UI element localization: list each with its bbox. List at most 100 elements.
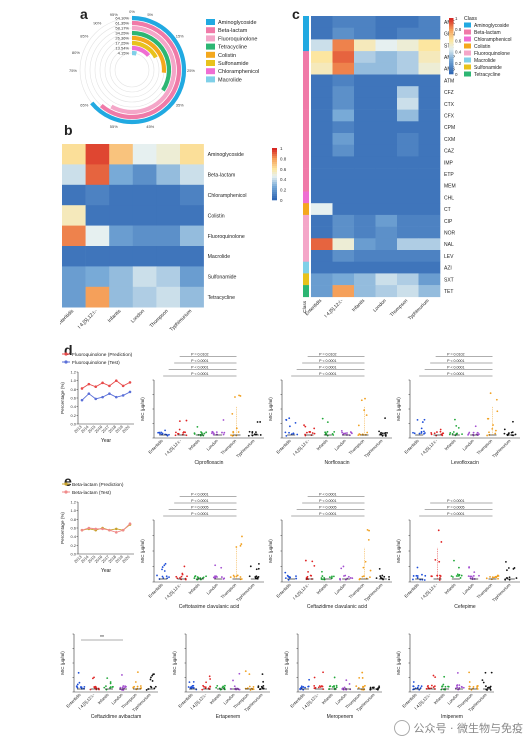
mic-point bbox=[175, 575, 178, 578]
mic-point bbox=[288, 417, 291, 420]
mic-point bbox=[340, 429, 343, 432]
legend-swatch bbox=[206, 27, 215, 34]
colorbar-segment bbox=[272, 166, 277, 169]
radial-bar-tetracycline bbox=[131, 30, 172, 92]
mic-point bbox=[455, 575, 458, 577]
heatmap-cell bbox=[397, 133, 419, 145]
mic-point bbox=[290, 433, 293, 435]
heatmap-cell bbox=[311, 51, 333, 64]
mic-x-tick-label: Thompson bbox=[348, 438, 366, 456]
mic-point bbox=[237, 431, 240, 433]
mic-point bbox=[168, 576, 170, 579]
mic-point bbox=[251, 431, 254, 434]
mic-point bbox=[493, 576, 496, 579]
mic-point bbox=[257, 575, 260, 578]
heatmap-cell bbox=[375, 226, 398, 239]
mic-point bbox=[494, 429, 497, 432]
mic-point bbox=[300, 686, 303, 689]
heatmap-cell bbox=[354, 203, 376, 216]
mic-point bbox=[161, 568, 163, 571]
heatmap-cell bbox=[156, 225, 181, 247]
mic-point bbox=[203, 432, 206, 435]
mic-point bbox=[434, 688, 436, 690]
mic-point bbox=[333, 676, 336, 679]
mic-point bbox=[472, 575, 475, 577]
legend-label: Chloramphenicol bbox=[218, 69, 259, 75]
colorbar-segment bbox=[449, 69, 454, 73]
mic-point bbox=[330, 577, 333, 579]
class-strip-cell bbox=[303, 16, 309, 28]
mic-x-tick-label: Thompson bbox=[348, 582, 366, 600]
heatmap-cell bbox=[354, 51, 376, 64]
mic-point bbox=[361, 671, 364, 674]
legend-marker bbox=[64, 352, 68, 356]
series-point bbox=[101, 381, 104, 385]
mic-point bbox=[430, 433, 433, 436]
watermark: 公众号 · 微生物与免疫 bbox=[393, 720, 523, 736]
colorbar-segment bbox=[272, 184, 277, 187]
heatmap-cell bbox=[397, 62, 419, 75]
heatmap-row-label: CFX bbox=[444, 113, 455, 119]
heatmap-cell bbox=[332, 168, 355, 181]
mic-point bbox=[423, 430, 425, 433]
mic-point bbox=[220, 566, 223, 569]
mic-point bbox=[322, 671, 324, 674]
mic-point bbox=[412, 578, 414, 581]
mic-point bbox=[439, 576, 441, 579]
series-point bbox=[80, 398, 84, 402]
mic-point bbox=[285, 434, 288, 437]
heatmap-cell bbox=[397, 39, 419, 52]
heatmap-cell bbox=[311, 168, 333, 181]
p-value-label: P < 0.0001 bbox=[191, 359, 208, 363]
heatmap-row-label: Macrolide bbox=[208, 254, 231, 260]
legend-label: Chloramphenicol bbox=[474, 37, 512, 43]
heatmap-cell bbox=[156, 144, 181, 165]
mic-point bbox=[497, 575, 500, 577]
legend-swatch bbox=[206, 51, 215, 58]
colorbar-segment bbox=[449, 54, 454, 58]
mic-point bbox=[321, 575, 324, 577]
x-tick-label: 2017 bbox=[100, 424, 110, 434]
series-point bbox=[114, 527, 118, 531]
heatmap-cell bbox=[418, 27, 441, 40]
mic-point bbox=[416, 566, 419, 569]
legend-label: Beta-lactam (Prediction) bbox=[72, 482, 124, 488]
mic-point bbox=[294, 421, 297, 424]
mic-point bbox=[452, 576, 454, 578]
heatmap-cell bbox=[156, 286, 181, 308]
mic-point bbox=[223, 431, 226, 434]
mic-x-tick-label: Typhimurium bbox=[363, 582, 384, 603]
class-strip-cell bbox=[303, 74, 309, 87]
series-point bbox=[101, 527, 104, 531]
radial-bar-beta-lactam bbox=[99, 20, 182, 120]
mic-point bbox=[420, 432, 423, 434]
mic-x-tick-label: Enteritidis bbox=[403, 438, 420, 455]
x-tick-label: 2014 bbox=[80, 554, 90, 564]
x-tick-label: 2014 bbox=[80, 424, 90, 434]
mic-point bbox=[257, 686, 260, 689]
mic-point bbox=[150, 676, 152, 679]
colorbar-tick: 0 bbox=[280, 198, 283, 203]
x-tick-label: 2013 bbox=[73, 554, 83, 564]
legend-label: Fluoroquinolone bbox=[474, 51, 510, 57]
heatmap-cell bbox=[180, 225, 204, 247]
mic-point bbox=[436, 574, 439, 577]
mic-x-tick-label: Thompson bbox=[476, 438, 494, 456]
mic-point bbox=[288, 431, 290, 434]
colorbar-segment bbox=[272, 164, 277, 167]
heatmap-cell bbox=[418, 238, 441, 251]
heatmap-cell bbox=[397, 51, 419, 64]
heatmap-cell bbox=[375, 250, 398, 262]
mic-point bbox=[75, 685, 78, 688]
mic-point bbox=[317, 686, 320, 689]
legend-label: Colistin bbox=[218, 53, 236, 59]
mic-point bbox=[451, 432, 454, 435]
mic-point bbox=[168, 433, 170, 436]
panel-c-letter: c bbox=[292, 6, 300, 22]
heatmap-cell bbox=[397, 179, 419, 192]
mic-point bbox=[482, 681, 485, 684]
y-tick-label: 0.8 bbox=[70, 387, 76, 392]
colorbar-tick: 0.2 bbox=[280, 188, 287, 193]
heatmap-cell bbox=[332, 226, 355, 239]
heatmap-cell bbox=[418, 144, 441, 157]
